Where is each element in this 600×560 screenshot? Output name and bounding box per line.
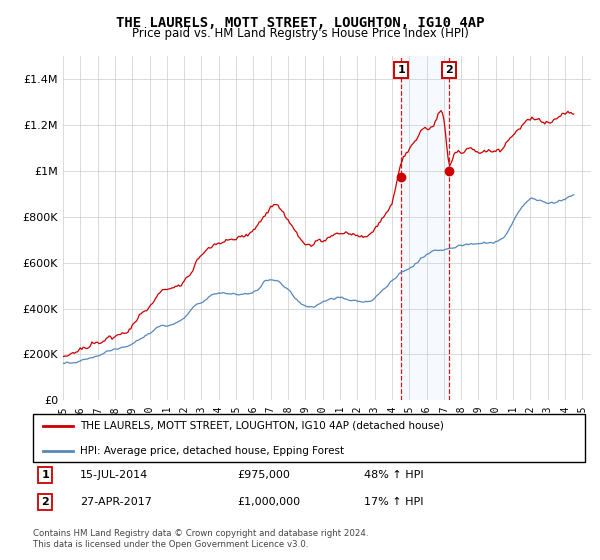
Text: Price paid vs. HM Land Registry's House Price Index (HPI): Price paid vs. HM Land Registry's House … <box>131 27 469 40</box>
Text: £1,000,000: £1,000,000 <box>237 497 301 507</box>
FancyBboxPatch shape <box>33 414 585 462</box>
Text: 1: 1 <box>397 65 405 75</box>
Text: HPI: Average price, detached house, Epping Forest: HPI: Average price, detached house, Eppi… <box>80 446 344 456</box>
Text: 48% ↑ HPI: 48% ↑ HPI <box>364 470 424 480</box>
Text: 2: 2 <box>446 65 453 75</box>
Text: 2: 2 <box>41 497 49 507</box>
Bar <box>401 56 449 400</box>
Text: THE LAURELS, MOTT STREET, LOUGHTON, IG10 4AP: THE LAURELS, MOTT STREET, LOUGHTON, IG10… <box>116 16 484 30</box>
Text: 27-APR-2017: 27-APR-2017 <box>80 497 152 507</box>
Text: 15-JUL-2014: 15-JUL-2014 <box>80 470 148 480</box>
Text: This data is licensed under the Open Government Licence v3.0.: This data is licensed under the Open Gov… <box>33 540 308 549</box>
Text: 17% ↑ HPI: 17% ↑ HPI <box>364 497 424 507</box>
Text: £975,000: £975,000 <box>237 470 290 480</box>
Text: THE LAURELS, MOTT STREET, LOUGHTON, IG10 4AP (detached house): THE LAURELS, MOTT STREET, LOUGHTON, IG10… <box>80 421 444 431</box>
Text: 1: 1 <box>41 470 49 480</box>
Text: Contains HM Land Registry data © Crown copyright and database right 2024.: Contains HM Land Registry data © Crown c… <box>33 529 368 538</box>
